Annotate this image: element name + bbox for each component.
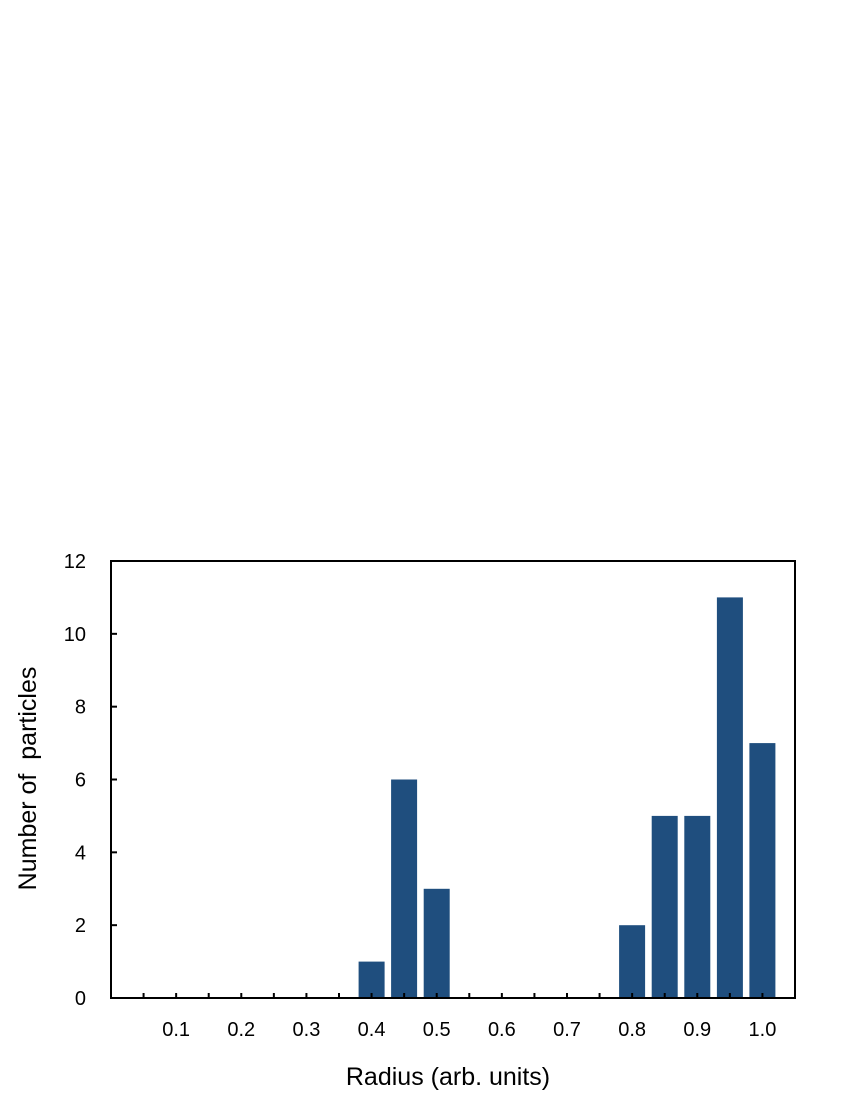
y-tick-label: 0: [75, 988, 86, 1010]
x-tick-label: 0.9: [683, 1019, 711, 1041]
x-tick-label: 0.2: [227, 1019, 255, 1041]
y-tick-label: 4: [75, 842, 86, 864]
y-tick-label: 2: [75, 915, 86, 937]
x-tick-label: 0.5: [423, 1019, 451, 1041]
y-tick-label: 8: [75, 697, 86, 719]
x-axis-label: Radius (arb. units): [346, 1063, 550, 1091]
x-ticks-group: 0.1 0.2 0.3 0.4 0.5 0.6 0.7 0.8 0.9 1.0: [142, 993, 777, 1041]
bar-5: [684, 815, 711, 998]
x-tick-label: 0.4: [358, 1019, 386, 1041]
bars-group: [358, 597, 776, 999]
y-tick-label: 12: [64, 551, 86, 573]
plot-frame: [110, 560, 796, 999]
x-tick-label: 0.6: [488, 1019, 516, 1041]
y-axis-label: Number of particles: [14, 667, 42, 891]
bar-3: [619, 925, 646, 998]
y-ticks-group: 0 2 4 6 8 10 12: [64, 551, 117, 1010]
y-tick-label: 10: [64, 624, 86, 646]
bar-4: [651, 815, 678, 998]
bar-1: [391, 779, 418, 998]
x-tick-label: 0.3: [293, 1019, 321, 1041]
bar-6: [716, 597, 743, 998]
x-tick-label: 0.1: [162, 1019, 190, 1041]
y-tick-label: 6: [75, 770, 86, 792]
bar-2: [423, 888, 450, 999]
bar-0: [358, 961, 385, 998]
bar-7: [749, 743, 776, 998]
x-tick-label: 1.0: [749, 1019, 777, 1041]
x-tick-label: 0.8: [618, 1019, 646, 1041]
x-tick-label: 0.7: [553, 1019, 581, 1041]
